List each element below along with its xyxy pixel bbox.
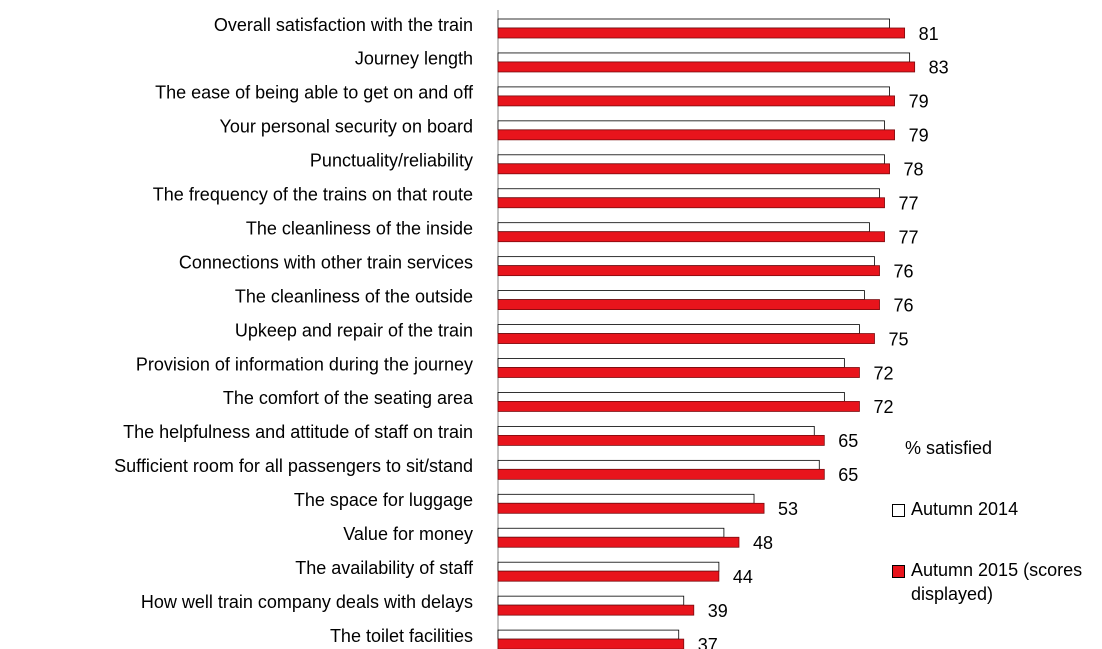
data-label: 65: [838, 431, 858, 451]
bar: [497, 358, 845, 368]
data-label: 75: [889, 329, 909, 349]
data-label: 78: [904, 160, 924, 180]
data-label: 72: [873, 397, 893, 417]
legend-label: Autumn 2015 (scores displayed): [911, 560, 1083, 604]
category-label: The toilet facilities: [330, 626, 473, 646]
bar: [497, 392, 845, 402]
data-label: 72: [873, 363, 893, 383]
bar: [497, 188, 880, 199]
bar: [497, 629, 680, 640]
data-label: 44: [733, 567, 753, 587]
category-label: The space for luggage: [294, 490, 473, 510]
data-label: 77: [899, 194, 919, 214]
bar: [497, 536, 740, 548]
bar: [497, 265, 880, 277]
bar: [497, 95, 895, 107]
category-label: The cleanliness of the outside: [235, 286, 473, 306]
bar: [497, 367, 860, 378]
bar: [497, 197, 885, 209]
legend-swatch: [892, 565, 905, 578]
bar: [497, 502, 765, 514]
data-label: 79: [909, 126, 929, 146]
category-label: The frequency of the trains on that rout…: [153, 185, 473, 205]
bar: [497, 570, 720, 582]
legend-entry: Autumn 2015 (scores displayed): [892, 558, 1102, 606]
data-label: 37: [698, 635, 718, 649]
category-label: Provision of information during the jour…: [136, 354, 473, 374]
legend-label: Autumn 2014: [911, 499, 1019, 519]
category-label: Value for money: [343, 524, 473, 544]
bar: [497, 425, 815, 436]
bar: [497, 52, 911, 63]
category-label: Journey length: [355, 49, 473, 69]
bar: [497, 61, 916, 73]
bar: [497, 638, 685, 649]
bar: [497, 18, 890, 29]
category-label: Your personal security on board: [220, 117, 474, 137]
bar: [497, 222, 870, 233]
category-label: The comfort of the seating area: [223, 388, 474, 408]
bar: [497, 595, 685, 606]
data-label: 81: [919, 24, 939, 44]
data-label: 53: [778, 499, 798, 519]
bar: [497, 604, 695, 616]
bar: [497, 324, 860, 334]
category-label: Connections with other train services: [179, 252, 473, 272]
data-label: 83: [929, 58, 949, 78]
bar: [497, 434, 825, 446]
category-label: Upkeep and repair of the train: [235, 320, 473, 340]
bar: [497, 459, 820, 470]
bar: [497, 401, 860, 412]
bar: [497, 27, 906, 39]
bar: [497, 256, 875, 267]
category-label: How well train company deals with delays: [141, 592, 473, 612]
data-label: 79: [909, 92, 929, 112]
category-label: Sufficient room for all passengers to si…: [114, 456, 473, 476]
bar: [497, 333, 875, 344]
bar: [497, 120, 885, 131]
category-label: The helpfulness and attitude of staff on…: [123, 422, 473, 442]
data-label: 76: [894, 295, 914, 315]
bar: [497, 299, 880, 311]
data-label: 76: [894, 261, 914, 281]
legend-title: % satisfied: [905, 438, 993, 458]
category-label: Punctuality/reliability: [310, 151, 473, 171]
category-label: The ease of being able to get on and off: [155, 83, 474, 103]
category-label: The availability of staff: [295, 558, 474, 578]
data-label: 65: [838, 465, 858, 485]
bar: [497, 493, 755, 504]
bar: [497, 86, 890, 97]
category-label: The cleanliness of the inside: [246, 218, 473, 238]
legend-entry: Autumn 2014: [892, 497, 1102, 521]
data-label: 48: [753, 533, 773, 553]
category-label: Overall satisfaction with the train: [214, 15, 473, 35]
bar: [497, 154, 885, 165]
bar: [497, 527, 725, 538]
bar: [497, 290, 865, 301]
bar: [497, 468, 825, 480]
bar: [497, 163, 890, 175]
legend-swatch: [892, 504, 905, 517]
bar: [497, 231, 885, 243]
data-label: 77: [899, 227, 919, 247]
bar: [497, 129, 895, 141]
bar: [497, 561, 720, 572]
data-label: 39: [708, 601, 728, 621]
